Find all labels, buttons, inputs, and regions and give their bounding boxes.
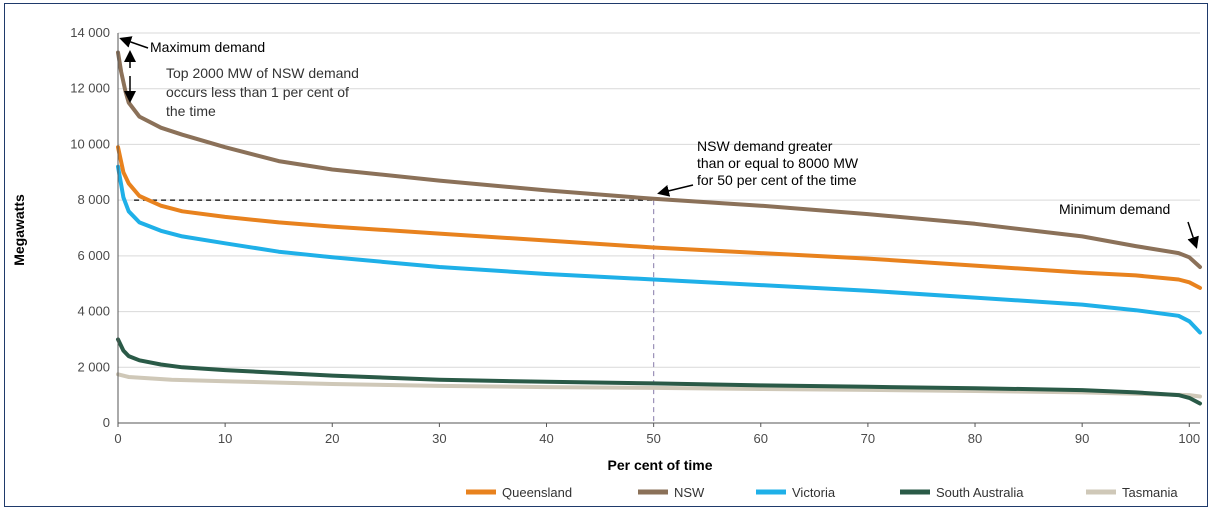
min-demand-arrow [1187,221,1199,249]
nsw-8000-line-1: NSW demand greater [697,138,833,154]
min-demand-label: Minimum demand [1059,201,1170,217]
x-tick-80: 80 [968,431,982,446]
max-demand-arrow [119,36,149,49]
y-tick-6000: 6 000 [77,248,110,263]
legend: Queensland NSW Victoria South Australia Tasm… [466,485,1178,500]
y-tick-2000: 2 000 [77,359,110,374]
axes [117,33,1200,427]
y-tick-12000: 12 000 [70,81,110,96]
top-2000-line-3: the time [166,103,216,119]
nsw-8000-arrow [657,184,694,197]
x-tick-labels: 0 10 20 30 40 50 60 70 80 90 100 [114,431,1200,446]
y-tick-labels: 0 2 000 4 000 6 000 8 000 10 000 12 000 14 000 [70,25,110,430]
top-2000-line-2: occurs less than 1 per cent of [166,84,349,100]
series-line-victoria [116,164,1202,335]
y-tick-4000: 4 000 [77,304,110,319]
x-tick-50: 50 [646,431,660,446]
legend-label-victoria: Victoria [792,485,836,500]
x-tick-30: 30 [432,431,446,446]
y-tick-0: 0 [103,415,110,430]
series-lines [116,50,1202,406]
series-line-south-australia [116,337,1202,406]
series-line-queensland [116,145,1202,290]
series-line-tasmania [116,372,1202,399]
y-tick-8000: 8 000 [77,192,110,207]
max-demand-label: Maximum demand [150,39,265,55]
x-tick-20: 20 [325,431,339,446]
x-tick-90: 90 [1075,431,1089,446]
y-axis-title: Megawatts [11,194,27,266]
reference-lines [134,199,655,423]
series-line-nsw [116,50,1202,269]
x-tick-100: 100 [1178,431,1200,446]
top-2000-line-1: Top 2000 MW of NSW demand [166,65,359,81]
nsw-8000-line-2: than or equal to 8000 MW [697,155,859,171]
legend-label-queensland: Queensland [502,485,572,500]
x-tick-40: 40 [539,431,553,446]
annotations: Maximum demand Top 2000 MW of NSW demand… [119,36,1199,249]
grid [118,32,1200,368]
nsw-8000-line-3: for 50 per cent of the time [697,172,857,188]
legend-label-south-australia: South Australia [936,485,1024,500]
x-tick-0: 0 [114,431,121,446]
y-tick-10000: 10 000 [70,136,110,151]
legend-label-tasmania: Tasmania [1122,485,1178,500]
x-axis-title: Per cent of time [607,457,712,473]
legend-label-nsw: NSW [674,485,705,500]
x-tick-70: 70 [861,431,875,446]
x-tick-60: 60 [754,431,768,446]
y-tick-14000: 14 000 [70,25,110,40]
x-tick-10: 10 [218,431,232,446]
